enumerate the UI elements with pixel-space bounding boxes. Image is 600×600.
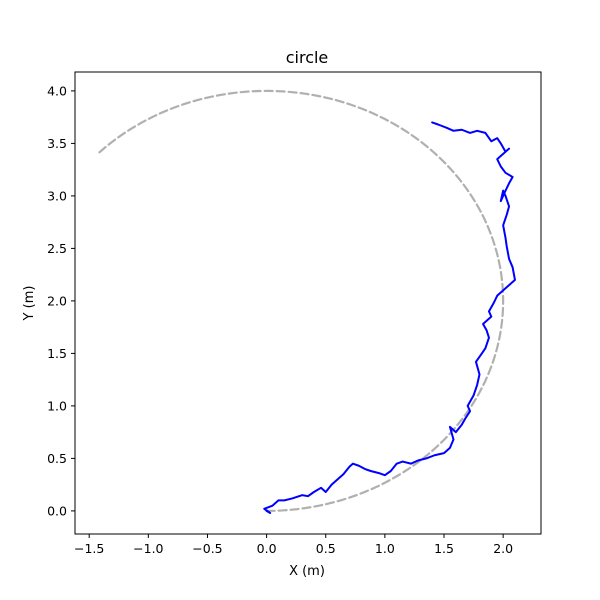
y-tick-label: 2.0 [47, 293, 67, 308]
plot-frame [74, 71, 542, 535]
x-tick-label: −1.5 [74, 541, 104, 556]
x-tick-label: 1.5 [434, 541, 454, 556]
y-tick-label: 2.5 [47, 241, 67, 256]
y-tick-label: 1.5 [47, 346, 67, 361]
y-axis-label: Y (m) [22, 286, 37, 322]
x-axis-ticks: −1.5 −1.0 −0.5 0.0 0.5 1.0 1.5 2.0 [74, 534, 513, 556]
y-tick-label: 4.0 [47, 83, 67, 98]
x-axis-label: X (m) [289, 564, 325, 579]
plot-background [75, 72, 541, 534]
y-tick-label: 0.0 [47, 503, 67, 518]
x-tick-label: 0.5 [316, 541, 336, 556]
x-tick-label: 1.0 [375, 541, 395, 556]
reference-circle-line [98, 89, 505, 512]
series-layer [98, 89, 516, 514]
x-tick-label: −1.0 [133, 541, 163, 556]
x-tick-label: 2.0 [493, 541, 513, 556]
y-tick-label: 0.5 [47, 451, 67, 466]
y-tick-label: 1.0 [47, 398, 67, 413]
y-tick-label: 3.0 [47, 188, 67, 203]
x-tick-label: −0.5 [192, 541, 222, 556]
y-axis-ticks: 0.0 0.5 1.0 1.5 2.0 2.5 3.0 3.5 4.0 [47, 83, 75, 518]
y-tick-label: 3.5 [47, 136, 67, 151]
x-tick-label: 0.0 [257, 541, 277, 556]
chart-title: circle [286, 48, 329, 67]
plot-area [74, 71, 542, 535]
trajectory-line [263, 121, 516, 514]
